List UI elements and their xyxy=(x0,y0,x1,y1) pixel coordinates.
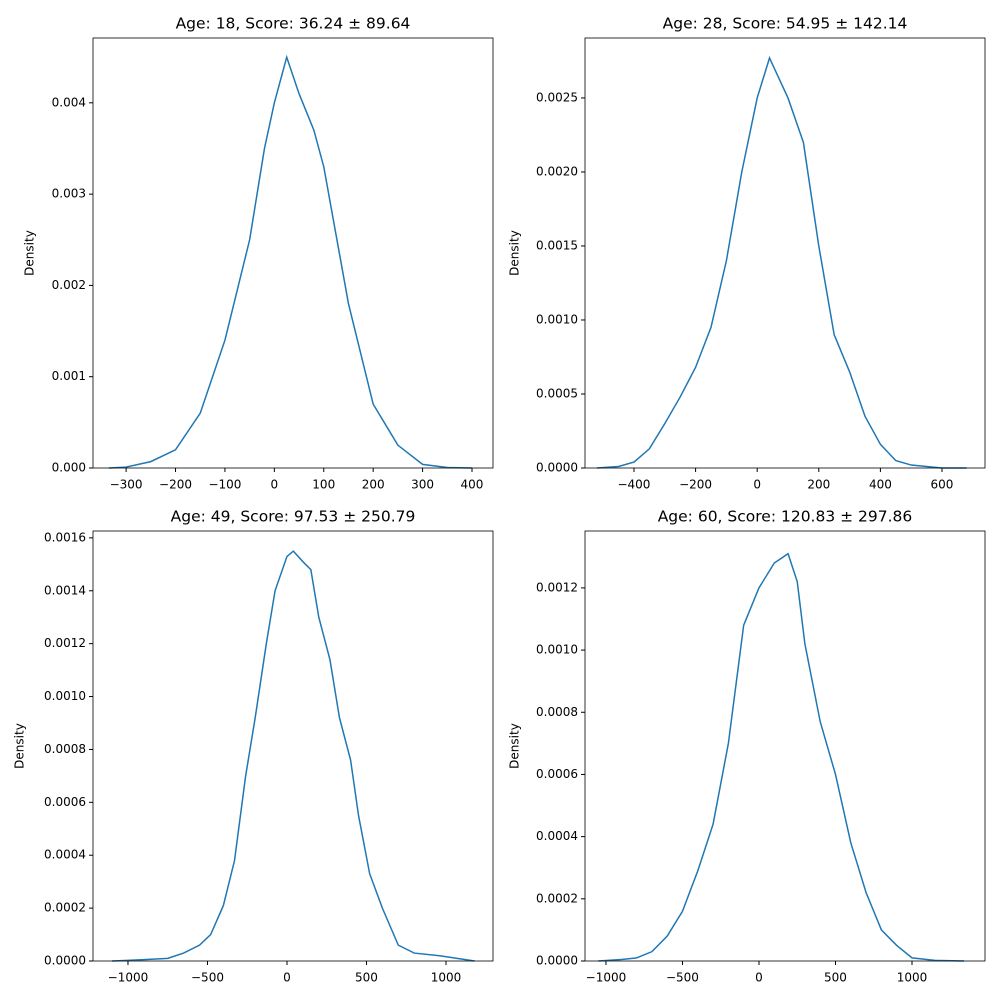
y-tick-label: 0.0006 xyxy=(536,767,578,781)
axes-frame xyxy=(584,37,986,469)
y-tick-label: 0.0002 xyxy=(536,891,578,905)
y-tick-label: 0.0025 xyxy=(536,90,578,104)
y-tick-label: 0.0016 xyxy=(44,530,86,544)
y-tick-label: 0.0012 xyxy=(536,580,578,594)
x-tick-label: −500 xyxy=(191,971,224,985)
y-tick-label: 0.0014 xyxy=(44,583,86,597)
x-tick-label: 1000 xyxy=(897,971,928,985)
x-tick-label: 400 xyxy=(461,478,484,492)
y-tick-label: 0.000 xyxy=(52,461,86,475)
chart-title: Age: 18, Score: 36.24 ± 89.64 xyxy=(176,15,411,33)
axes-frame xyxy=(584,530,986,962)
y-axis-label: Density xyxy=(23,230,37,276)
x-tick-label: 0 xyxy=(753,478,761,492)
y-axis-label: Density xyxy=(508,230,522,276)
x-tick-label: −100 xyxy=(208,478,241,492)
y-tick-label: 0.0000 xyxy=(44,954,86,968)
x-tick-label: 100 xyxy=(312,478,335,492)
y-tick-label: 0.0008 xyxy=(536,705,578,719)
y-tick-label: 0.003 xyxy=(52,187,86,201)
axes-frame xyxy=(92,530,494,962)
y-tick-label: 0.0012 xyxy=(44,636,86,650)
chart-title: Age: 28, Score: 54.95 ± 142.14 xyxy=(663,15,908,33)
y-tick-label: 0.0010 xyxy=(44,689,86,703)
x-tick-label: −1000 xyxy=(586,971,627,985)
x-tick-label: 600 xyxy=(931,478,954,492)
x-tick-label: −200 xyxy=(159,478,192,492)
y-tick-label: 0.0006 xyxy=(44,795,86,809)
y-tick-label: 0.004 xyxy=(52,95,86,109)
y-tick-label: 0.002 xyxy=(52,278,86,292)
x-tick-label: 0 xyxy=(755,971,763,985)
y-axis-label: Density xyxy=(508,723,522,769)
x-tick-label: 200 xyxy=(807,478,830,492)
y-tick-label: 0.001 xyxy=(52,369,86,383)
x-tick-label: −300 xyxy=(110,478,143,492)
chart-title: Age: 60, Score: 120.83 ± 297.86 xyxy=(658,508,913,526)
y-tick-label: 0.0004 xyxy=(44,848,86,862)
y-tick-label: 0.0015 xyxy=(536,238,578,252)
x-tick-label: 500 xyxy=(355,971,378,985)
density-line xyxy=(596,55,967,469)
x-tick-label: 300 xyxy=(411,478,434,492)
chart-title: Age: 49, Score: 97.53 ± 250.79 xyxy=(171,508,416,526)
x-tick-label: −200 xyxy=(679,478,712,492)
y-tick-label: 0.0000 xyxy=(536,954,578,968)
x-tick-label: 1000 xyxy=(431,971,462,985)
y-tick-label: 0.0002 xyxy=(44,901,86,915)
y-tick-label: 0.0020 xyxy=(536,164,578,178)
x-tick-label: 500 xyxy=(824,971,847,985)
x-tick-label: 200 xyxy=(362,478,385,492)
y-tick-label: 0.0000 xyxy=(536,461,578,475)
x-tick-label: 0 xyxy=(283,971,291,985)
density-line xyxy=(108,54,473,469)
y-axis-label: Density xyxy=(13,723,27,769)
y-tick-label: 0.0008 xyxy=(44,742,86,756)
y-tick-label: 0.0010 xyxy=(536,312,578,326)
axes-frame xyxy=(92,37,494,469)
y-tick-label: 0.0004 xyxy=(536,829,578,843)
x-tick-label: 400 xyxy=(869,478,892,492)
density-line xyxy=(598,552,965,962)
x-tick-label: −500 xyxy=(666,971,699,985)
x-tick-label: 0 xyxy=(271,478,279,492)
density-line xyxy=(112,550,475,962)
y-tick-label: 0.0010 xyxy=(536,643,578,657)
x-tick-label: −1000 xyxy=(108,971,149,985)
y-tick-label: 0.0005 xyxy=(536,386,578,400)
x-tick-label: −400 xyxy=(617,478,650,492)
